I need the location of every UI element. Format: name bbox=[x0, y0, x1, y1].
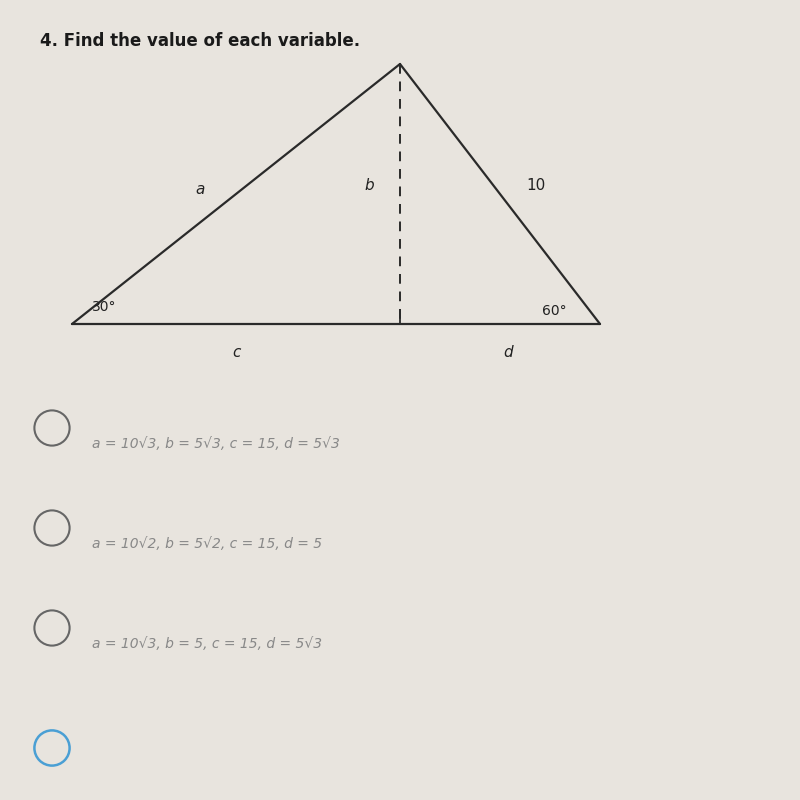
Text: 10: 10 bbox=[526, 178, 546, 194]
Text: 30°: 30° bbox=[92, 301, 117, 314]
Text: a = 10√2, b = 5√2, c = 15, d = 5: a = 10√2, b = 5√2, c = 15, d = 5 bbox=[92, 537, 322, 551]
Text: a: a bbox=[195, 182, 205, 198]
Text: 4. Find the value of each variable.: 4. Find the value of each variable. bbox=[40, 32, 360, 50]
Text: a = 10√3, b = 5, c = 15, d = 5√3: a = 10√3, b = 5, c = 15, d = 5√3 bbox=[92, 637, 322, 651]
Text: d: d bbox=[503, 345, 513, 359]
Text: c: c bbox=[232, 345, 240, 359]
Text: b: b bbox=[365, 178, 374, 194]
Circle shape bbox=[34, 730, 70, 766]
Circle shape bbox=[34, 610, 70, 646]
Text: 60°: 60° bbox=[542, 304, 567, 318]
Circle shape bbox=[34, 510, 70, 546]
Circle shape bbox=[34, 410, 70, 446]
Text: a = 10√3, b = 5√3, c = 15, d = 5√3: a = 10√3, b = 5√3, c = 15, d = 5√3 bbox=[92, 437, 340, 451]
